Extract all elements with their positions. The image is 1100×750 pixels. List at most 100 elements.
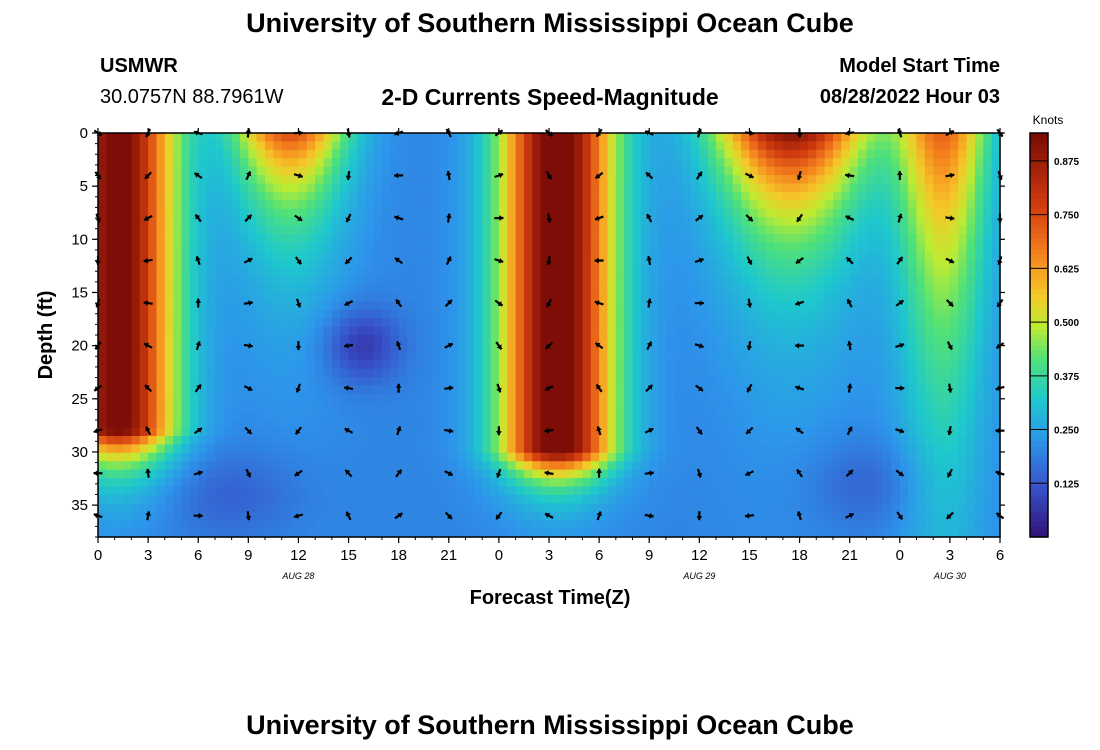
heatmap-cell [849, 486, 859, 496]
heatmap-cell [381, 200, 391, 210]
heatmap-cell [114, 511, 124, 521]
heatmap-cell [690, 234, 700, 244]
heatmap-cell [281, 301, 291, 311]
heatmap-cell [239, 469, 249, 479]
heatmap-cell [265, 318, 274, 328]
heatmap-cell [348, 166, 358, 176]
heatmap-cell [707, 368, 717, 378]
heatmap-cell [632, 368, 642, 378]
heatmap-cell [281, 444, 291, 454]
heatmap-cell [356, 276, 366, 286]
heatmap-cell [557, 242, 567, 252]
heatmap-cell [565, 225, 575, 235]
heatmap-cell [883, 183, 893, 193]
heatmap-cell [665, 486, 675, 496]
heatmap-cell [657, 419, 667, 429]
heatmap-cell [273, 175, 283, 185]
heatmap-cell [832, 149, 842, 159]
heatmap-cell [649, 292, 659, 302]
heatmap-cell [340, 225, 350, 235]
heatmap-cell [757, 486, 767, 496]
heatmap-cell [590, 133, 600, 143]
heatmap-cell [640, 200, 650, 210]
heatmap-cell [498, 141, 508, 151]
heatmap-cell [615, 267, 625, 277]
heatmap-cell [924, 191, 934, 201]
heatmap-cell [949, 494, 959, 504]
heatmap-cell [640, 326, 650, 336]
heatmap-cell [958, 276, 968, 286]
heatmap-cell [507, 452, 517, 462]
heatmap-cell [381, 309, 391, 319]
heatmap-cell [824, 267, 834, 277]
heatmap-cell [340, 242, 350, 252]
heatmap-cell [390, 133, 400, 143]
heatmap-cell [523, 410, 533, 420]
heatmap-cell [607, 351, 617, 361]
heatmap-cell [849, 166, 859, 176]
heatmap-cell [198, 141, 208, 151]
heatmap-cell [649, 149, 659, 159]
heatmap-cell [156, 511, 166, 521]
heatmap-cell [983, 478, 993, 488]
heatmap-cell [766, 166, 776, 176]
heatmap-cell [766, 183, 776, 193]
heatmap-cell [365, 292, 375, 302]
heatmap-cell [390, 436, 400, 446]
heatmap-cell [933, 208, 943, 218]
heatmap-cell [415, 166, 425, 176]
heatmap-cell [265, 377, 274, 387]
heatmap-cell [398, 360, 408, 370]
heatmap-cell [866, 452, 876, 462]
heatmap-cell [131, 393, 141, 403]
heatmap-cell [381, 217, 391, 227]
heatmap-cell [824, 503, 834, 513]
heatmap-cell [924, 175, 934, 185]
heatmap-cell [974, 436, 984, 446]
heatmap-cell [381, 444, 391, 454]
heatmap-cell [540, 368, 550, 378]
heatmap-cell [582, 503, 592, 513]
heatmap-cell [239, 461, 249, 471]
heatmap-cell [423, 377, 433, 387]
heatmap-cell [774, 301, 784, 311]
heatmap-cell [273, 444, 283, 454]
heatmap-cell [214, 393, 224, 403]
heatmap-cell [557, 385, 567, 395]
heatmap-cell [799, 478, 809, 488]
heatmap-cell [148, 461, 158, 471]
heatmap-cell [832, 141, 842, 151]
heatmap-cell [816, 191, 826, 201]
heatmap-cell [498, 301, 508, 311]
heatmap-cell [432, 242, 442, 252]
heatmap-cell [98, 427, 107, 437]
heatmap-cell [799, 200, 809, 210]
heatmap-cell [198, 259, 208, 269]
heatmap-cell [599, 175, 609, 185]
heatmap-cell [657, 301, 667, 311]
heatmap-cell [156, 461, 166, 471]
heatmap-cell [858, 250, 867, 260]
heatmap-cell [114, 166, 124, 176]
heatmap-cell [181, 469, 191, 479]
heatmap-cell [674, 309, 684, 319]
heatmap-cell [582, 385, 592, 395]
heatmap-cell [239, 183, 249, 193]
heatmap-cell [507, 259, 517, 269]
heatmap-cell [858, 309, 867, 319]
heatmap-cell [181, 419, 191, 429]
heatmap-cell [114, 200, 124, 210]
heatmap-cell [315, 200, 325, 210]
heatmap-cell [123, 436, 133, 446]
heatmap-cell [632, 158, 642, 168]
heatmap-cell [924, 234, 934, 244]
heatmap-cell [816, 225, 826, 235]
heatmap-cell [482, 301, 492, 311]
heatmap-cell [791, 183, 801, 193]
heatmap-cell [682, 309, 692, 319]
heatmap-cell [565, 419, 575, 429]
heatmap-cell [323, 292, 333, 302]
heatmap-cell [181, 276, 191, 286]
heatmap-cell [365, 301, 375, 311]
page-title: University of Southern Mississippi Ocean… [246, 8, 854, 38]
